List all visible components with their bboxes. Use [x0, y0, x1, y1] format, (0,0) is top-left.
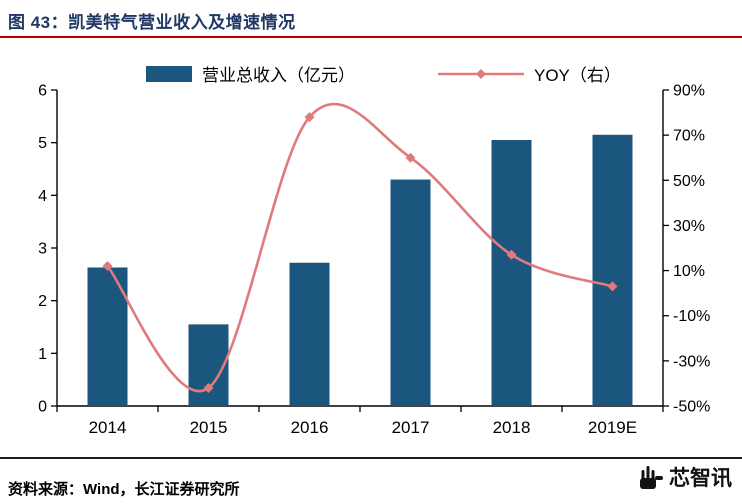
- footer-divider: [0, 457, 742, 459]
- yoy-marker-2017: [405, 152, 416, 163]
- bar-2017: [390, 179, 431, 406]
- right-axis-tick-label: 30%: [673, 218, 705, 235]
- bar-2019E: [592, 134, 633, 406]
- left-axis-tick-label: 2: [38, 293, 47, 310]
- source-note: 资料来源：Wind，长江证券研究所: [8, 481, 240, 498]
- bars: [87, 134, 633, 406]
- legend-bar-label: 营业总收入（亿元）: [202, 66, 355, 85]
- x-axis-label: 2018: [493, 418, 531, 437]
- right-axis-tick-label: 70%: [673, 128, 705, 145]
- xinzhixun-logo: 芯智讯: [636, 462, 732, 492]
- x-axis-label: 2017: [392, 418, 430, 437]
- revenue-yoy-chart: 0 1 2 3 4 5 6 -50% -30% -10% 10% 30% 50% 70% 90% 2014 20…: [38, 66, 710, 438]
- axes: 0 1 2 3 4 5 6 -50% -30% -10% 10% 30% 50% 70% 90% 2014 20…: [38, 83, 710, 438]
- yoy-line: [102, 102, 618, 393]
- left-axis-tick-label: 6: [38, 83, 47, 100]
- right-axis-tick-label: -30%: [673, 353, 710, 370]
- figure-title: 图 43：凯美特气营业收入及增速情况: [8, 13, 296, 32]
- right-axis-tick-label: 10%: [673, 263, 705, 280]
- right-axis-tick-label: 50%: [673, 173, 705, 190]
- x-axis-label: 2015: [190, 418, 228, 437]
- x-axis-label: 2019E: [588, 418, 637, 437]
- legend-bar-swatch: [146, 66, 192, 82]
- yoy-marker-2019E: [607, 281, 618, 292]
- x-axis-label: 2014: [89, 418, 127, 437]
- hand-icon: [640, 466, 663, 489]
- legend-line-label: YOY（右）: [534, 66, 621, 85]
- bar-2018: [491, 140, 532, 406]
- bar-2016: [289, 262, 330, 406]
- x-axis-label: 2016: [291, 418, 329, 437]
- yoy-marker-2016: [304, 112, 315, 123]
- legend-line-marker: [476, 69, 486, 79]
- right-axis-tick-label: -50%: [673, 399, 710, 416]
- left-axis-tick-label: 4: [38, 188, 47, 205]
- right-axis-tick-label: -10%: [673, 308, 710, 325]
- left-axis-tick-label: 0: [38, 399, 47, 416]
- yoy-marker-2014: [102, 261, 113, 272]
- legend: 营业总收入（亿元） YOY（右）: [146, 66, 621, 85]
- yoy-marker-2015: [203, 382, 214, 393]
- yoy-marker-2018: [506, 249, 517, 260]
- logo-text: 芯智讯: [669, 467, 732, 490]
- left-axis-tick-label: 3: [38, 241, 47, 258]
- title-divider: [0, 36, 742, 38]
- left-axis-tick-label: 5: [38, 135, 47, 152]
- right-axis-tick-label: 90%: [673, 83, 705, 100]
- left-axis-tick-label: 1: [38, 346, 47, 363]
